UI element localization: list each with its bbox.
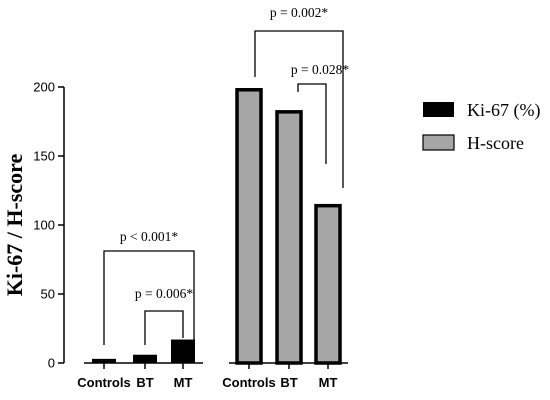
significance-annotations: p < 0.001* p = 0.006* p = 0.002* p = 0.028*: [103, 5, 349, 345]
bars: Controls BT MT Controls BT MT: [77, 88, 342, 390]
bar-bt-1: [275, 110, 303, 365]
p-value-label: p = 0.002*: [270, 5, 328, 20]
bar-bt-0: [133, 354, 157, 363]
y-axis-label: Ki-67 / H-score: [2, 153, 27, 296]
legend-label: H-score: [467, 133, 524, 153]
x-category-label: Controls: [77, 375, 130, 390]
legend-swatch: [423, 102, 454, 117]
p-value-label: p = 0.006*: [135, 286, 193, 301]
y-tick-label: 200: [33, 80, 55, 95]
x-category-label: MT: [174, 375, 193, 390]
significance-bracket: [254, 30, 344, 188]
legend-swatch: [422, 134, 455, 151]
p-value-label: p = 0.028*: [291, 62, 349, 77]
bar-controls-1: [235, 88, 263, 365]
significance-bracket: [297, 83, 327, 164]
y-tick-label: 0: [48, 356, 55, 371]
bar-controls-0: [92, 358, 116, 363]
y-tick-label: 50: [41, 287, 55, 302]
legend-label: Ki-67 (%): [467, 100, 540, 121]
x-category-label: Controls: [222, 375, 275, 390]
bar-mt-1: [314, 203, 342, 365]
significance-bracket: [103, 250, 195, 345]
legend: Ki-67 (%) H-score: [422, 100, 540, 153]
y-tick-label: 150: [33, 149, 55, 164]
x-category-label: MT: [319, 375, 338, 390]
p-value-label: p < 0.001*: [120, 229, 178, 244]
significance-bracket: [144, 310, 184, 345]
x-category-label: BT: [280, 375, 297, 390]
y-tick-label: 100: [33, 218, 55, 233]
x-category-label: BT: [136, 375, 153, 390]
bar-mt-0: [171, 339, 195, 363]
